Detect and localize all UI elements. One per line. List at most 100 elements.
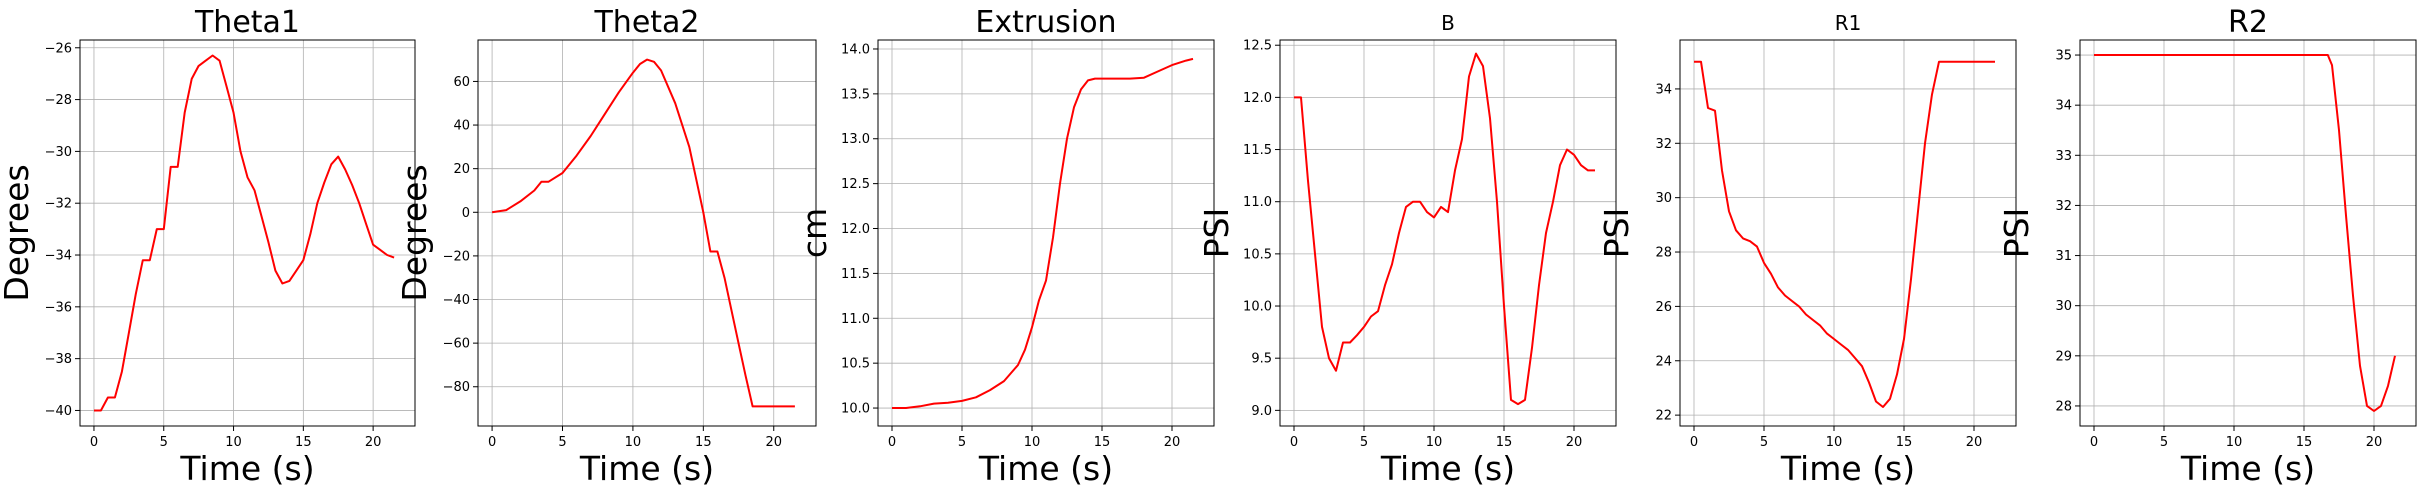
x-tick-label: 10	[1826, 435, 1843, 450]
y-tick-label: −60	[443, 337, 470, 352]
x-tick-label: 5	[160, 435, 168, 450]
y-tick-label: −40	[443, 293, 470, 308]
y-tick-label: 33	[2055, 149, 2072, 164]
plot-area	[878, 40, 1214, 426]
y-tick-label: −38	[45, 352, 72, 367]
x-axis-label: Time (s)	[179, 449, 314, 488]
y-axis-label: Degrees	[395, 164, 434, 301]
y-tick-label: 32	[2055, 199, 2072, 214]
plot-area	[1280, 40, 1616, 426]
y-tick-label: 13.0	[841, 132, 870, 147]
x-axis-label: Time (s)	[1780, 449, 1915, 488]
axes-frame	[1279, 39, 1617, 427]
y-axis-label: Degrees	[0, 164, 36, 301]
subplot-6: 0 5 10 15 20 28 29 30 31 32 33 34 35 R2 Time (s) PSI	[1997, 5, 2417, 488]
plot-area	[1680, 40, 2016, 426]
x-tick-label: 10	[1426, 435, 1443, 450]
y-tick-label: 22	[1655, 409, 1672, 424]
y-tick-label: 9.5	[1251, 352, 1272, 367]
x-tick-label: 0	[1290, 435, 1298, 450]
x-tick-label: 15	[295, 435, 312, 450]
y-tick-label: 0	[462, 206, 470, 221]
axes-frame	[2079, 39, 2417, 427]
y-tick-label: 35	[2055, 49, 2072, 64]
x-tick-label: 0	[2090, 435, 2098, 450]
chart-title: Theta2	[593, 5, 699, 40]
x-tick-label: 20	[1966, 435, 1983, 450]
x-tick-label: 20	[2366, 435, 2383, 450]
x-axis-label: Time (s)	[579, 449, 714, 488]
y-axis-label: PSI	[1197, 208, 1236, 259]
series-line	[1294, 52, 1595, 406]
y-tick-label: 11.0	[1243, 195, 1272, 210]
plot-area	[2080, 40, 2416, 426]
y-tick-label: −34	[45, 249, 72, 264]
y-tick-label: 29	[2055, 349, 2072, 364]
x-tick-label: 5	[558, 435, 566, 450]
y-tick-label: 11.0	[841, 312, 870, 327]
y-tick-label: 40	[453, 119, 470, 134]
chart-title: Extrusion	[975, 5, 1116, 40]
x-tick-label: 15	[1094, 435, 1111, 450]
y-tick-label: 30	[1655, 191, 1672, 206]
x-tick-label: 5	[958, 435, 966, 450]
x-tick-label: 20	[1164, 435, 1181, 450]
chart-title: B	[1441, 11, 1455, 35]
chart-title: R1	[1835, 11, 1862, 35]
y-tick-label: 11.5	[1243, 143, 1272, 158]
y-tick-label: 32	[1655, 137, 1672, 152]
axes-frame	[1679, 39, 2017, 427]
y-tick-label: 60	[453, 75, 470, 90]
y-tick-label: 12.5	[1243, 39, 1272, 54]
y-tick-label: 20	[453, 162, 470, 177]
y-tick-label: −80	[443, 380, 470, 395]
x-tick-label: 20	[365, 435, 382, 450]
axes-frame	[877, 39, 1215, 427]
x-axis-label: Time (s)	[978, 449, 1113, 488]
subplot-4: 0 5 10 15 20 9.0 9.5 10.0 10.5 11.0 11.5 12.0 12.5 B T…	[1197, 11, 1617, 488]
y-tick-label: 31	[2055, 249, 2072, 264]
y-tick-label: −26	[45, 41, 72, 56]
y-tick-label: −20	[443, 249, 470, 264]
x-tick-label: 20	[1566, 435, 1583, 450]
x-tick-label: 10	[625, 435, 642, 450]
series-line	[491, 58, 795, 408]
x-tick-label: 15	[1496, 435, 1513, 450]
subplot-3: 0 5 10 15 20 10.0 10.5 11.0 11.5 12.0 12.5 13.0 13.5…	[795, 5, 1215, 488]
y-tick-label: 10.0	[841, 402, 870, 417]
chart-title: R2	[2228, 5, 2268, 40]
y-tick-label: −30	[45, 145, 72, 160]
x-tick-label: 15	[2296, 435, 2313, 450]
x-tick-label: 0	[1690, 435, 1698, 450]
axes-frame	[477, 39, 817, 427]
axes-frame	[79, 39, 416, 427]
y-tick-label: −40	[45, 404, 72, 419]
y-tick-label: 26	[1655, 300, 1672, 315]
y-tick-label: 28	[2055, 399, 2072, 414]
subplot-5: 0 5 10 15 20 22 24 26 28 30 32 34 R1 Time (s) PSI	[1597, 11, 2017, 488]
y-tick-label: 24	[1655, 354, 1672, 369]
series-line	[892, 57, 1194, 409]
y-tick-label: 10.5	[1243, 247, 1272, 262]
y-tick-label: −28	[45, 93, 72, 108]
chart-title: Theta1	[194, 5, 300, 40]
x-tick-label: 10	[1024, 435, 1041, 450]
y-tick-label: 12.0	[1243, 91, 1272, 106]
x-tick-label: 20	[765, 435, 782, 450]
x-tick-label: 15	[1896, 435, 1913, 450]
x-tick-label: 0	[90, 435, 98, 450]
x-tick-label: 15	[695, 435, 712, 450]
y-tick-label: 14.0	[841, 42, 870, 57]
x-tick-label: 0	[888, 435, 896, 450]
y-axis-label: PSI	[1997, 208, 2036, 259]
plot-area	[80, 40, 415, 426]
y-axis-label: PSI	[1597, 208, 1636, 259]
y-tick-label: −32	[45, 197, 72, 212]
series-line	[94, 54, 395, 412]
y-tick-label: 10.0	[1243, 300, 1272, 315]
series-line	[2094, 54, 2396, 412]
x-tick-label: 10	[2226, 435, 2243, 450]
series-line	[1694, 60, 1995, 408]
x-tick-label: 0	[488, 435, 496, 450]
